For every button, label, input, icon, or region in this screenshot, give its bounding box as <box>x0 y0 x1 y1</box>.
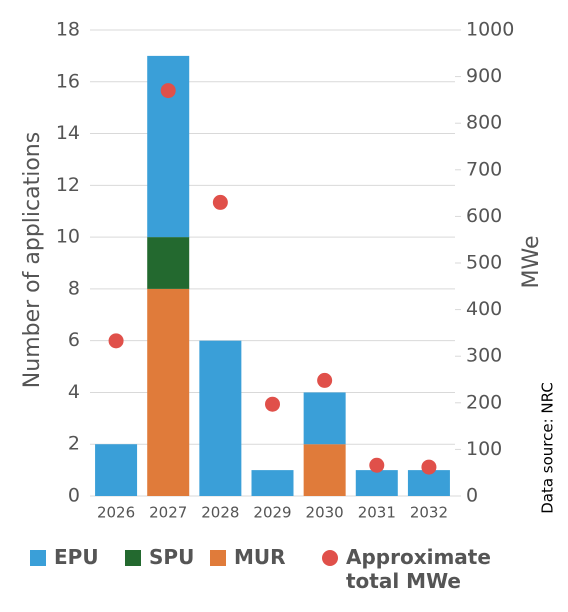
y2-tick-label: 600 <box>466 205 502 227</box>
y-axis-label: Number of applications <box>20 132 45 388</box>
legend-label: MUR <box>234 545 286 569</box>
x-tick-label: 2030 <box>306 504 344 522</box>
y2-tick-label: 300 <box>466 345 502 367</box>
x-tick-label: 2028 <box>201 504 239 522</box>
total-mwe-point <box>265 396 280 412</box>
legend-label: SPU <box>149 545 195 569</box>
bar-segment <box>147 288 190 496</box>
y-tick-label: 14 <box>56 122 80 144</box>
x-tick-label: 2031 <box>358 504 396 522</box>
total-mwe-point <box>317 372 333 388</box>
bar-segment <box>95 444 138 496</box>
bar-segment <box>147 237 190 289</box>
y2-tick-label: 1000 <box>466 19 514 41</box>
y2-tick-label: 200 <box>466 391 502 413</box>
bar-segment <box>147 55 190 238</box>
y-tick-label: 4 <box>68 381 80 403</box>
legend-item: SPU <box>125 545 194 569</box>
y-tick-label: 16 <box>56 70 80 92</box>
y2-axis-label: MWe <box>519 236 544 289</box>
annotation: Data source: NRC <box>539 382 557 514</box>
x-tick-label: 2029 <box>253 504 291 522</box>
bar-segment <box>303 392 346 445</box>
y-tick-label: 10 <box>56 226 80 248</box>
y2-tick-label: 700 <box>466 158 502 180</box>
total-mwe-point <box>421 459 437 475</box>
y-tick-label: 0 <box>68 485 80 507</box>
bar-segment <box>355 470 398 496</box>
y-tick-label: 12 <box>56 174 80 196</box>
y-tick-label: 18 <box>56 19 80 41</box>
bar-segment <box>251 470 294 496</box>
bar-segment <box>303 444 346 496</box>
x-tick-label: 2026 <box>97 504 135 522</box>
y-tick-label: 6 <box>68 329 80 351</box>
y2-tick-label: 500 <box>466 252 502 274</box>
legend-item: EPU <box>30 545 99 569</box>
y2-tick-label: 800 <box>466 112 502 134</box>
total-mwe-point <box>369 457 385 473</box>
bar-segment <box>199 340 242 496</box>
legend-label: Approximate total MWe <box>346 545 491 593</box>
y2-tick-label: 100 <box>466 438 502 460</box>
total-mwe-point <box>160 83 176 99</box>
legend-swatch <box>210 550 226 566</box>
total-mwe-point <box>212 194 228 210</box>
y-tick-label: 2 <box>68 433 80 455</box>
y-tick-label: 8 <box>68 277 80 299</box>
total-mwe-point <box>108 333 124 349</box>
legend-swatch <box>125 550 141 566</box>
y2-tick-label: 900 <box>466 65 502 87</box>
x-tick-label: 2032 <box>410 504 448 522</box>
x-tick-label: 2027 <box>149 504 187 522</box>
legend-swatch <box>322 550 338 566</box>
legend-swatch <box>30 550 46 566</box>
y2-tick-label: 400 <box>466 298 502 320</box>
y2-tick-label: 0 <box>466 485 478 507</box>
legend-item: MUR <box>210 545 286 569</box>
legend-label: EPU <box>54 545 99 569</box>
legend-item: Approximate total MWe <box>322 545 496 593</box>
